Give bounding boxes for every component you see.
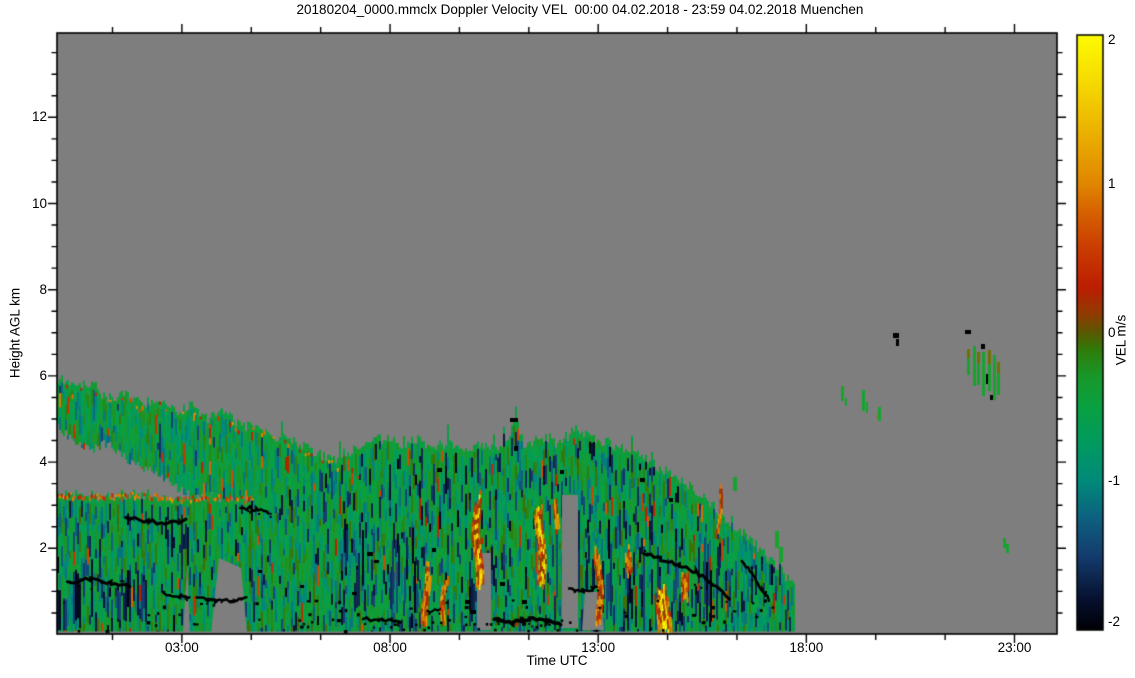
x-tick-label: 18:00 xyxy=(789,640,824,655)
colorbar-tick-label: 1 xyxy=(1108,175,1116,191)
y-tick-label: 4 xyxy=(39,454,47,470)
x-axis-label: Time UTC xyxy=(526,653,588,668)
y-axis-label: Height AGL km xyxy=(7,287,23,379)
x-tick-label: 03:00 xyxy=(164,640,199,655)
y-tick-label: 2 xyxy=(39,540,47,556)
y-tick-label: 12 xyxy=(31,109,47,125)
y-tick-label: 8 xyxy=(39,281,47,297)
colorbar-label: VEL m/s xyxy=(1113,314,1129,366)
colorbar-tick-label: -1 xyxy=(1108,473,1121,489)
colorbar-tick-label: 0 xyxy=(1108,324,1116,340)
colorbar-tick-label: -2 xyxy=(1108,614,1121,629)
y-tick-label: 10 xyxy=(31,195,47,211)
colorbar-tick-label: 2 xyxy=(1108,32,1116,47)
y-tick-label: 6 xyxy=(39,367,47,383)
x-tick-label: 08:00 xyxy=(373,640,407,655)
x-tick-label: 23:00 xyxy=(997,640,1032,655)
x-tick-label: 13:00 xyxy=(581,640,616,655)
chart-title: 20180204_0000.mmclx Doppler Velocity VEL… xyxy=(296,2,864,17)
